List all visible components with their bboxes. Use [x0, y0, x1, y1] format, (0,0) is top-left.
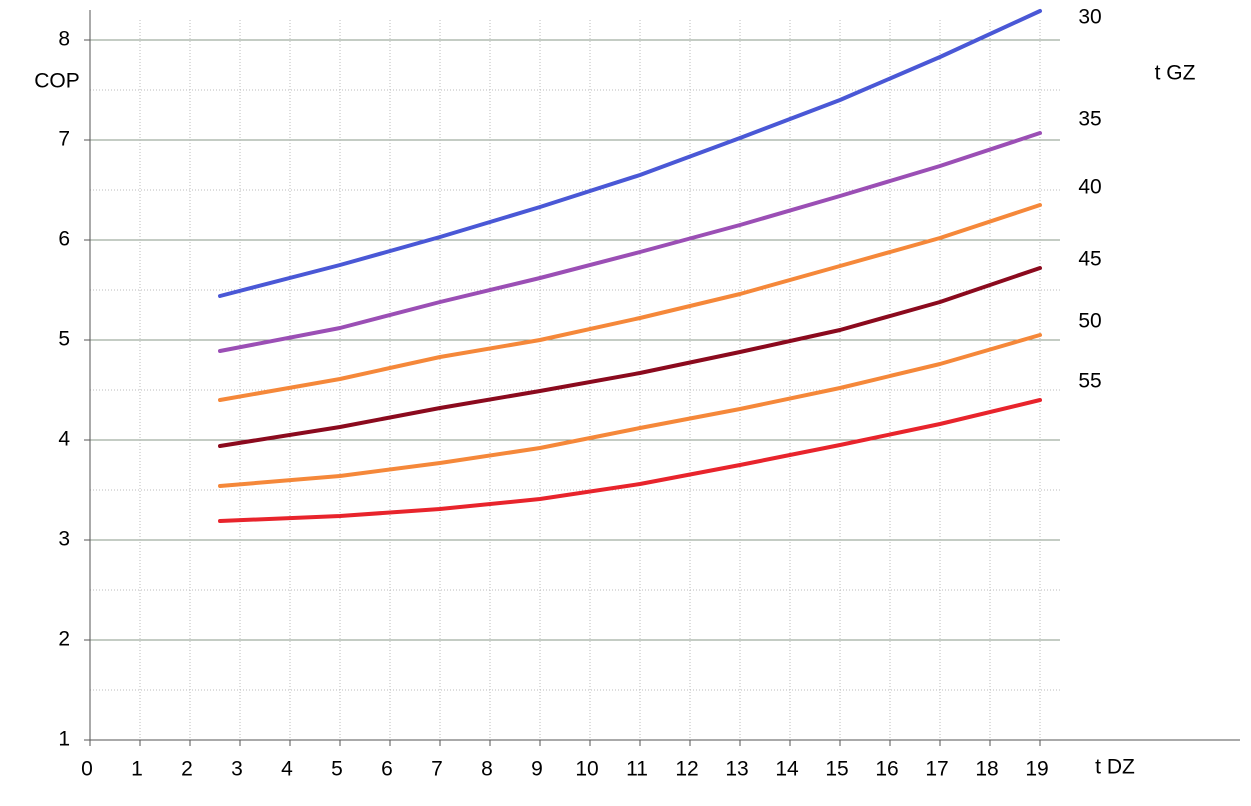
x-tick-label: 19: [1025, 758, 1048, 781]
x-tick-label: 3: [231, 758, 243, 781]
x-tick-label: 2: [181, 758, 193, 781]
x-tick-label: 17: [925, 758, 948, 781]
y-tick-label: 2: [58, 628, 70, 651]
legend-title: t GZ: [1155, 62, 1196, 85]
x-tick-label: 5: [331, 758, 343, 781]
y-tick-label: 7: [58, 128, 70, 151]
series-label: 40: [1078, 176, 1101, 199]
series-line: [218, 266, 1042, 448]
y-tick-label: 4: [58, 428, 70, 451]
x-tick-label: 6: [381, 758, 393, 781]
x-tick-label: 1: [131, 758, 143, 781]
x-tick-label: 0: [81, 758, 93, 781]
x-tick-label: 15: [825, 758, 848, 781]
series-label: 55: [1078, 370, 1101, 393]
x-tick-label: 13: [725, 758, 748, 781]
x-tick-label: 4: [281, 758, 293, 781]
x-tick-label: 11: [626, 758, 648, 781]
series-label: 35: [1078, 108, 1101, 131]
y-tick-label: 6: [58, 228, 70, 251]
series-label: 30: [1078, 6, 1101, 29]
x-axis-label: t DZ: [1095, 756, 1135, 779]
series-line: [218, 131, 1042, 353]
y-tick-label: 5: [58, 328, 70, 351]
y-tick-label: 1: [58, 728, 70, 751]
series-label: 45: [1078, 248, 1101, 271]
x-tick-label: 12: [675, 758, 698, 781]
series-label: 50: [1078, 310, 1101, 333]
y-tick-label: 8: [58, 28, 70, 51]
series-line: [218, 203, 1042, 402]
x-tick-label: 10: [575, 758, 598, 781]
y-axis-label: COP: [34, 70, 80, 93]
x-tick-label: 7: [431, 758, 443, 781]
series-line: [218, 333, 1042, 488]
x-tick-label: 16: [875, 758, 898, 781]
series-line: [218, 398, 1042, 523]
y-tick-label: 3: [58, 528, 70, 551]
x-tick-label: 8: [481, 758, 493, 781]
x-tick-label: 9: [531, 758, 543, 781]
x-tick-label: 14: [775, 758, 799, 781]
series-line: [218, 9, 1042, 298]
x-tick-label: 18: [975, 758, 998, 781]
